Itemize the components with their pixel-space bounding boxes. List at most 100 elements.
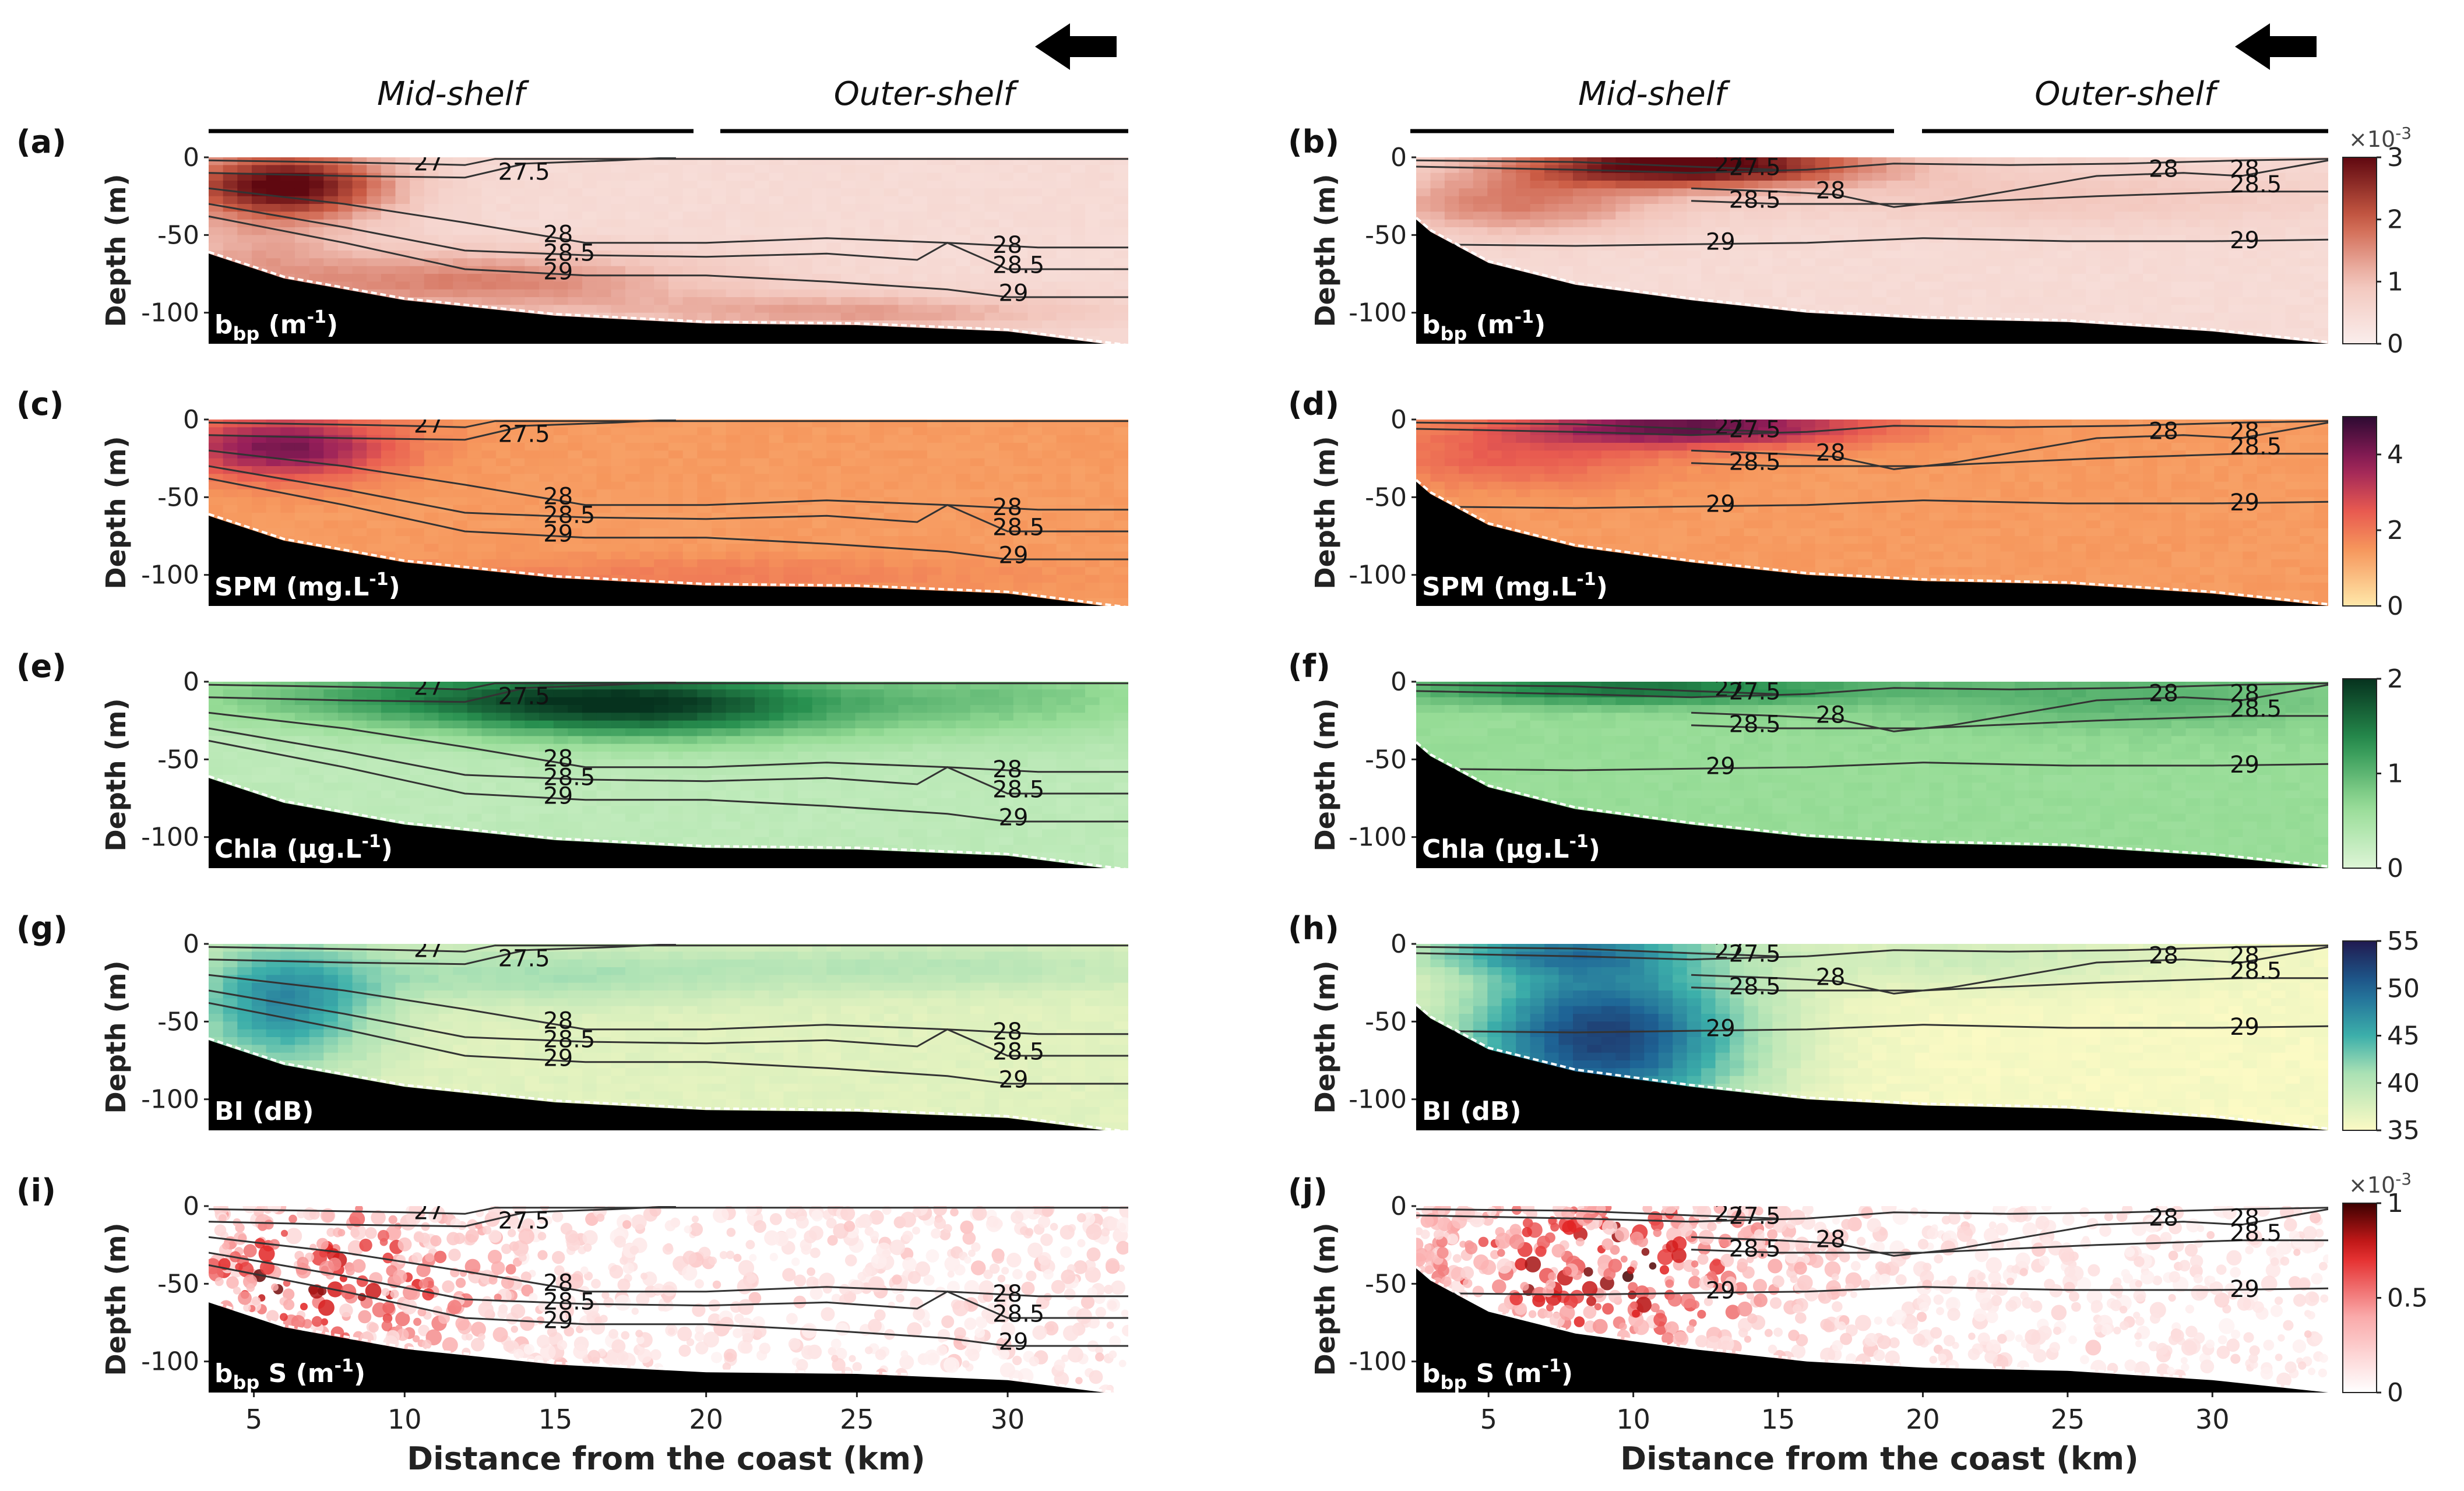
heatmap-cell <box>510 458 526 467</box>
heatmap-cell <box>2185 320 2201 329</box>
heatmap-cell <box>1573 435 1588 443</box>
heatmap-cell <box>927 443 942 452</box>
heatmap-cell <box>323 513 339 521</box>
heatmap-cell <box>1958 305 1973 313</box>
heatmap-cell <box>1573 219 1588 228</box>
heatmap-cell <box>1929 289 1944 298</box>
heatmap-cell <box>769 289 784 298</box>
heatmap-cell <box>1501 212 1517 220</box>
heatmap-cell <box>1085 528 1100 537</box>
heatmap-cell <box>453 420 468 428</box>
heatmap-cell <box>2243 227 2258 236</box>
heatmap-cell <box>1114 289 1128 298</box>
heatmap-cell <box>481 172 497 181</box>
heatmap-cell <box>395 188 411 197</box>
heatmap-cell <box>381 266 396 274</box>
heatmap-cell <box>611 204 626 213</box>
heatmap-cell <box>352 258 368 267</box>
heatmap-cell <box>769 196 784 205</box>
heatmap-cell <box>1644 188 1659 197</box>
heatmap-cell <box>1558 513 1574 521</box>
heatmap-cell <box>1013 435 1029 443</box>
heatmap-cell <box>654 551 669 560</box>
heatmap-cell <box>1085 289 1100 298</box>
heatmap-cell <box>812 266 828 274</box>
heatmap-cell <box>754 497 770 506</box>
heatmap-cell <box>913 181 928 189</box>
heatmap-cell <box>1099 481 1115 490</box>
heatmap-cell <box>883 443 899 452</box>
heatmap-cell <box>826 481 842 490</box>
heatmap-cell <box>2143 312 2158 321</box>
heatmap-cell <box>726 289 741 298</box>
heatmap-cell <box>1815 305 1831 313</box>
heatmap-cell <box>367 544 382 552</box>
heatmap-cell <box>510 165 526 174</box>
heatmap-cell <box>209 481 224 490</box>
heatmap-cell <box>1544 489 1560 498</box>
heatmap-cell <box>2271 181 2286 189</box>
heatmap-cell <box>237 165 252 174</box>
heatmap-cell <box>467 466 483 475</box>
heatmap-cell <box>266 235 281 244</box>
heatmap-cell <box>668 474 684 482</box>
isoline-label: 29 <box>999 280 1029 307</box>
heatmap-cell <box>2114 289 2129 298</box>
heatmap-cell <box>654 450 669 459</box>
heatmap-cell <box>582 219 597 228</box>
heatmap-cell <box>654 219 669 228</box>
heatmap-cell <box>668 242 684 251</box>
heatmap-cell <box>352 513 368 521</box>
heatmap-cell <box>395 544 411 552</box>
heatmap-cell <box>682 281 698 290</box>
heatmap-cell <box>1958 227 1973 236</box>
heatmap-cell <box>999 435 1014 443</box>
heatmap-cell <box>2000 289 2016 298</box>
heatmap-cell <box>726 435 741 443</box>
heatmap-cell <box>438 289 454 298</box>
heatmap-cell <box>1715 251 1730 259</box>
heatmap-cell <box>726 443 741 452</box>
heatmap-cell <box>1042 266 1057 274</box>
heatmap-cell <box>1114 251 1128 259</box>
heatmap-cell <box>682 458 698 467</box>
heatmap-cell <box>2285 274 2301 283</box>
heatmap-cell <box>1715 242 1730 251</box>
heatmap-cell <box>840 227 856 236</box>
heatmap-cell <box>1886 242 1902 251</box>
heatmap-cell <box>826 427 842 436</box>
heatmap-cell <box>1071 305 1086 313</box>
isoline-label: 27 <box>414 412 443 439</box>
heatmap-cell <box>726 528 741 537</box>
heatmap-cell <box>754 574 770 583</box>
heatmap-cell <box>1501 258 1517 267</box>
heatmap-cell <box>712 567 727 576</box>
heatmap-cell <box>424 544 439 552</box>
heatmap-cell <box>266 481 281 490</box>
heatmap-cell <box>582 489 597 498</box>
heatmap-cell <box>654 305 669 313</box>
heatmap-cell <box>726 544 741 552</box>
heatmap-cell <box>1886 297 1902 306</box>
heatmap-cell <box>1601 258 1617 267</box>
heatmap-cell <box>237 172 252 181</box>
heatmap-cell <box>1042 559 1057 568</box>
heatmap-cell <box>525 212 540 220</box>
y-axis-label: Depth (m) <box>1310 174 1341 327</box>
heatmap-cell <box>927 235 942 244</box>
heatmap-cell <box>682 474 698 482</box>
heatmap-cell <box>424 181 439 189</box>
heatmap-cell <box>2271 297 2286 306</box>
heatmap-cell <box>682 435 698 443</box>
heatmap-cell <box>1815 266 1831 274</box>
heatmap-cell <box>712 235 727 244</box>
heatmap-cell <box>826 466 842 475</box>
heatmap-cell <box>352 450 368 459</box>
heatmap-cell <box>1914 219 1930 228</box>
heatmap-cell <box>1027 583 1043 591</box>
heatmap-cell <box>1829 165 1845 174</box>
heatmap-cell <box>2100 196 2115 205</box>
heatmap-cell <box>2228 181 2244 189</box>
heatmap-cell <box>639 544 655 552</box>
heatmap-cell <box>1114 258 1128 267</box>
